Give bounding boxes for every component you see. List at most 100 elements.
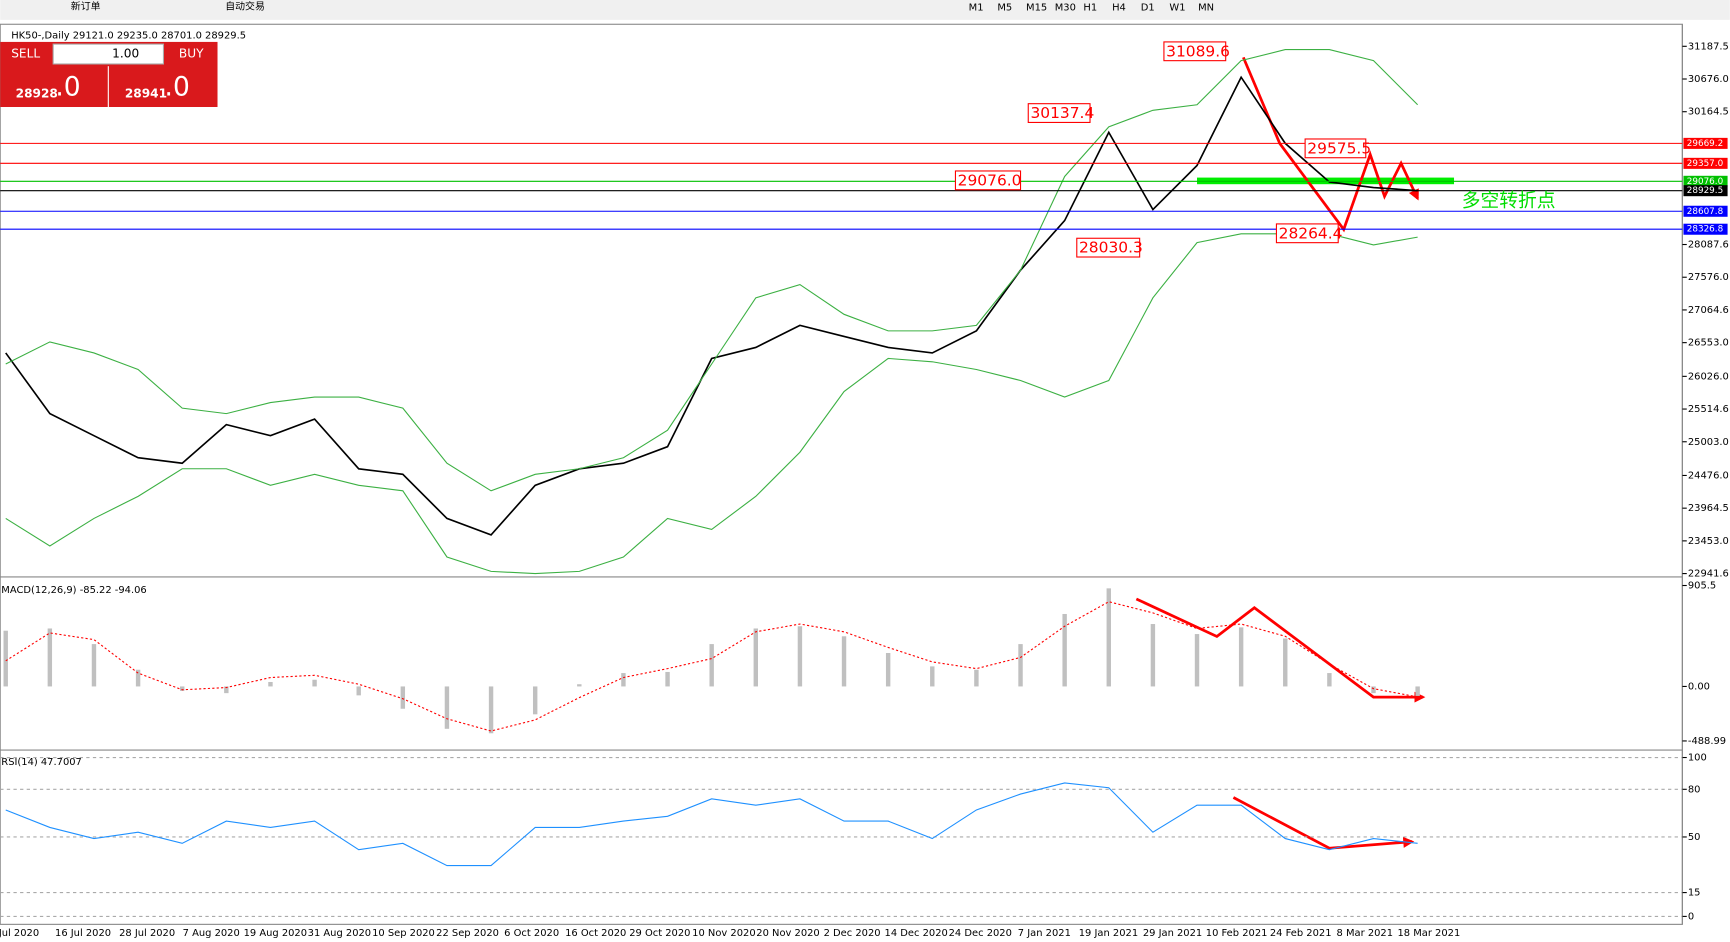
x-tick-label: 7 Aug 2020	[183, 928, 240, 939]
x-tick-label: 2 Dec 2020	[824, 928, 881, 939]
timeframe-button[interactable]: H4	[1112, 3, 1126, 14]
chart-frame	[0, 23, 1683, 925]
x-tick-label: 31 Aug 2020	[308, 928, 371, 939]
toolbar-button[interactable]: 自动交易	[225, 0, 265, 13]
y-tick-label: 27064.6	[1688, 305, 1729, 316]
histogram-bar	[1371, 686, 1376, 694]
histogram-bar	[709, 644, 714, 687]
panel-title: MACD(12,26,9) -85.22 -94.06	[1, 585, 146, 596]
annotation: 29076.0	[958, 171, 1022, 189]
histogram-bar	[797, 626, 803, 687]
y-tick-label: 50	[1688, 832, 1701, 843]
y-tick-label: 30676.0	[1688, 74, 1729, 85]
bid-price: 28928	[16, 86, 58, 100]
y-tick-label: 23453.0	[1688, 536, 1729, 547]
histogram-bar	[488, 686, 494, 734]
level-tag	[1683, 223, 1728, 235]
x-tick-label: Jul 2020	[0, 928, 39, 939]
annotation-box	[954, 170, 1022, 191]
timeframe-button[interactable]: M1	[969, 3, 984, 14]
annotation-box	[1076, 237, 1141, 258]
level-label: 29357.0	[1687, 159, 1724, 169]
y-tick-label: 31187.5	[1688, 41, 1729, 52]
buy-button[interactable]: BUY	[179, 47, 204, 61]
histogram-bar	[135, 669, 141, 687]
series-line	[5, 782, 1418, 867]
trade-panel: SELL 1.00 BUY 28928 .0 28941 .0	[0, 41, 218, 107]
annotation-box	[1304, 138, 1367, 159]
timeframe-button[interactable]: M15	[1026, 3, 1047, 14]
histogram-bar	[1238, 627, 1244, 687]
annotation-box	[1275, 223, 1339, 244]
annotation-box	[1163, 41, 1227, 62]
sell-button[interactable]: SELL	[11, 47, 40, 61]
histogram-bar	[3, 630, 8, 687]
lot-input[interactable]: 1.00	[112, 47, 139, 61]
annotation-box	[1027, 103, 1091, 123]
x-tick-label: 8 Mar 2021	[1337, 928, 1394, 939]
y-tick-label: 905.5	[1688, 581, 1716, 592]
toolbar	[0, 0, 1730, 20]
histogram-bar	[1283, 638, 1288, 687]
level-tag	[1683, 205, 1728, 217]
histogram-bar	[621, 673, 626, 687]
x-tick-label: 10 Sep 2020	[372, 928, 435, 939]
x-tick-label: 6 Oct 2020	[504, 928, 559, 939]
y-tick-label: 0	[1688, 911, 1694, 922]
x-tick-label: 24 Dec 2020	[949, 928, 1012, 939]
y-tick-label: 23964.5	[1688, 503, 1729, 514]
level-tag	[1683, 137, 1728, 149]
timeframe-button[interactable]: M30	[1055, 3, 1076, 14]
annotation: 多空转折点	[1462, 189, 1556, 211]
x-tick-label: 18 Mar 2021	[1397, 928, 1460, 939]
timeframe-button[interactable]: M5	[997, 3, 1012, 14]
timeframe-button[interactable]: H1	[1083, 3, 1097, 14]
histogram-bar	[1150, 624, 1156, 687]
histogram-bar	[532, 686, 538, 715]
x-tick-label: 10 Nov 2020	[692, 928, 755, 939]
annotation: 29575.5	[1307, 139, 1371, 157]
timeframe-button[interactable]: MN	[1198, 3, 1214, 14]
y-tick-label: 0.00	[1688, 681, 1710, 692]
ask-price: 28941	[125, 86, 167, 100]
y-tick-label: 27576.0	[1688, 272, 1729, 283]
toolbar-button[interactable]: 新订单	[71, 0, 101, 13]
y-tick-label: 26553.0	[1688, 338, 1729, 349]
histogram-bar	[47, 628, 53, 687]
series-line	[5, 601, 1418, 732]
histogram-bar	[841, 636, 847, 687]
y-tick-label: 80	[1688, 784, 1701, 795]
histogram-bar	[753, 628, 759, 687]
level-label: 28929.5	[1687, 186, 1723, 196]
histogram-bar	[974, 669, 979, 687]
histogram-bar	[444, 686, 450, 729]
annotation: 30137.4	[1030, 104, 1094, 122]
level-tag	[1683, 157, 1728, 169]
histogram-bar	[1327, 673, 1332, 687]
timeframe-button[interactable]: W1	[1169, 3, 1185, 14]
series-line	[5, 49, 1419, 492]
y-tick-label: 22941.6	[1688, 569, 1729, 580]
level-label: 29669.2	[1687, 139, 1723, 149]
y-tick-label: 100	[1688, 753, 1707, 764]
x-tick-label: 22 Sep 2020	[436, 928, 499, 939]
histogram-bar	[312, 679, 317, 687]
level-label: 28326.8	[1687, 225, 1723, 235]
x-tick-label: 29 Oct 2020	[629, 928, 690, 939]
histogram-bar	[400, 686, 406, 709]
annotation: 28030.3	[1079, 239, 1143, 257]
x-tick-label: 20 Nov 2020	[756, 928, 819, 939]
series-line	[5, 75, 1418, 536]
y-tick-label: -488.99	[1688, 736, 1726, 747]
y-tick-label: 28087.6	[1688, 240, 1729, 251]
histogram-bar	[1062, 613, 1067, 687]
histogram-bar	[1018, 644, 1023, 687]
histogram-bar	[885, 653, 891, 687]
x-tick-label: 16 Jul 2020	[55, 928, 111, 939]
timeframe-button[interactable]: D1	[1141, 3, 1155, 14]
level-tag	[1683, 185, 1728, 197]
x-tick-label: 10 Feb 2021	[1206, 928, 1268, 939]
y-tick-label: 15	[1688, 888, 1701, 899]
y-tick-label: 24476.0	[1688, 470, 1729, 481]
